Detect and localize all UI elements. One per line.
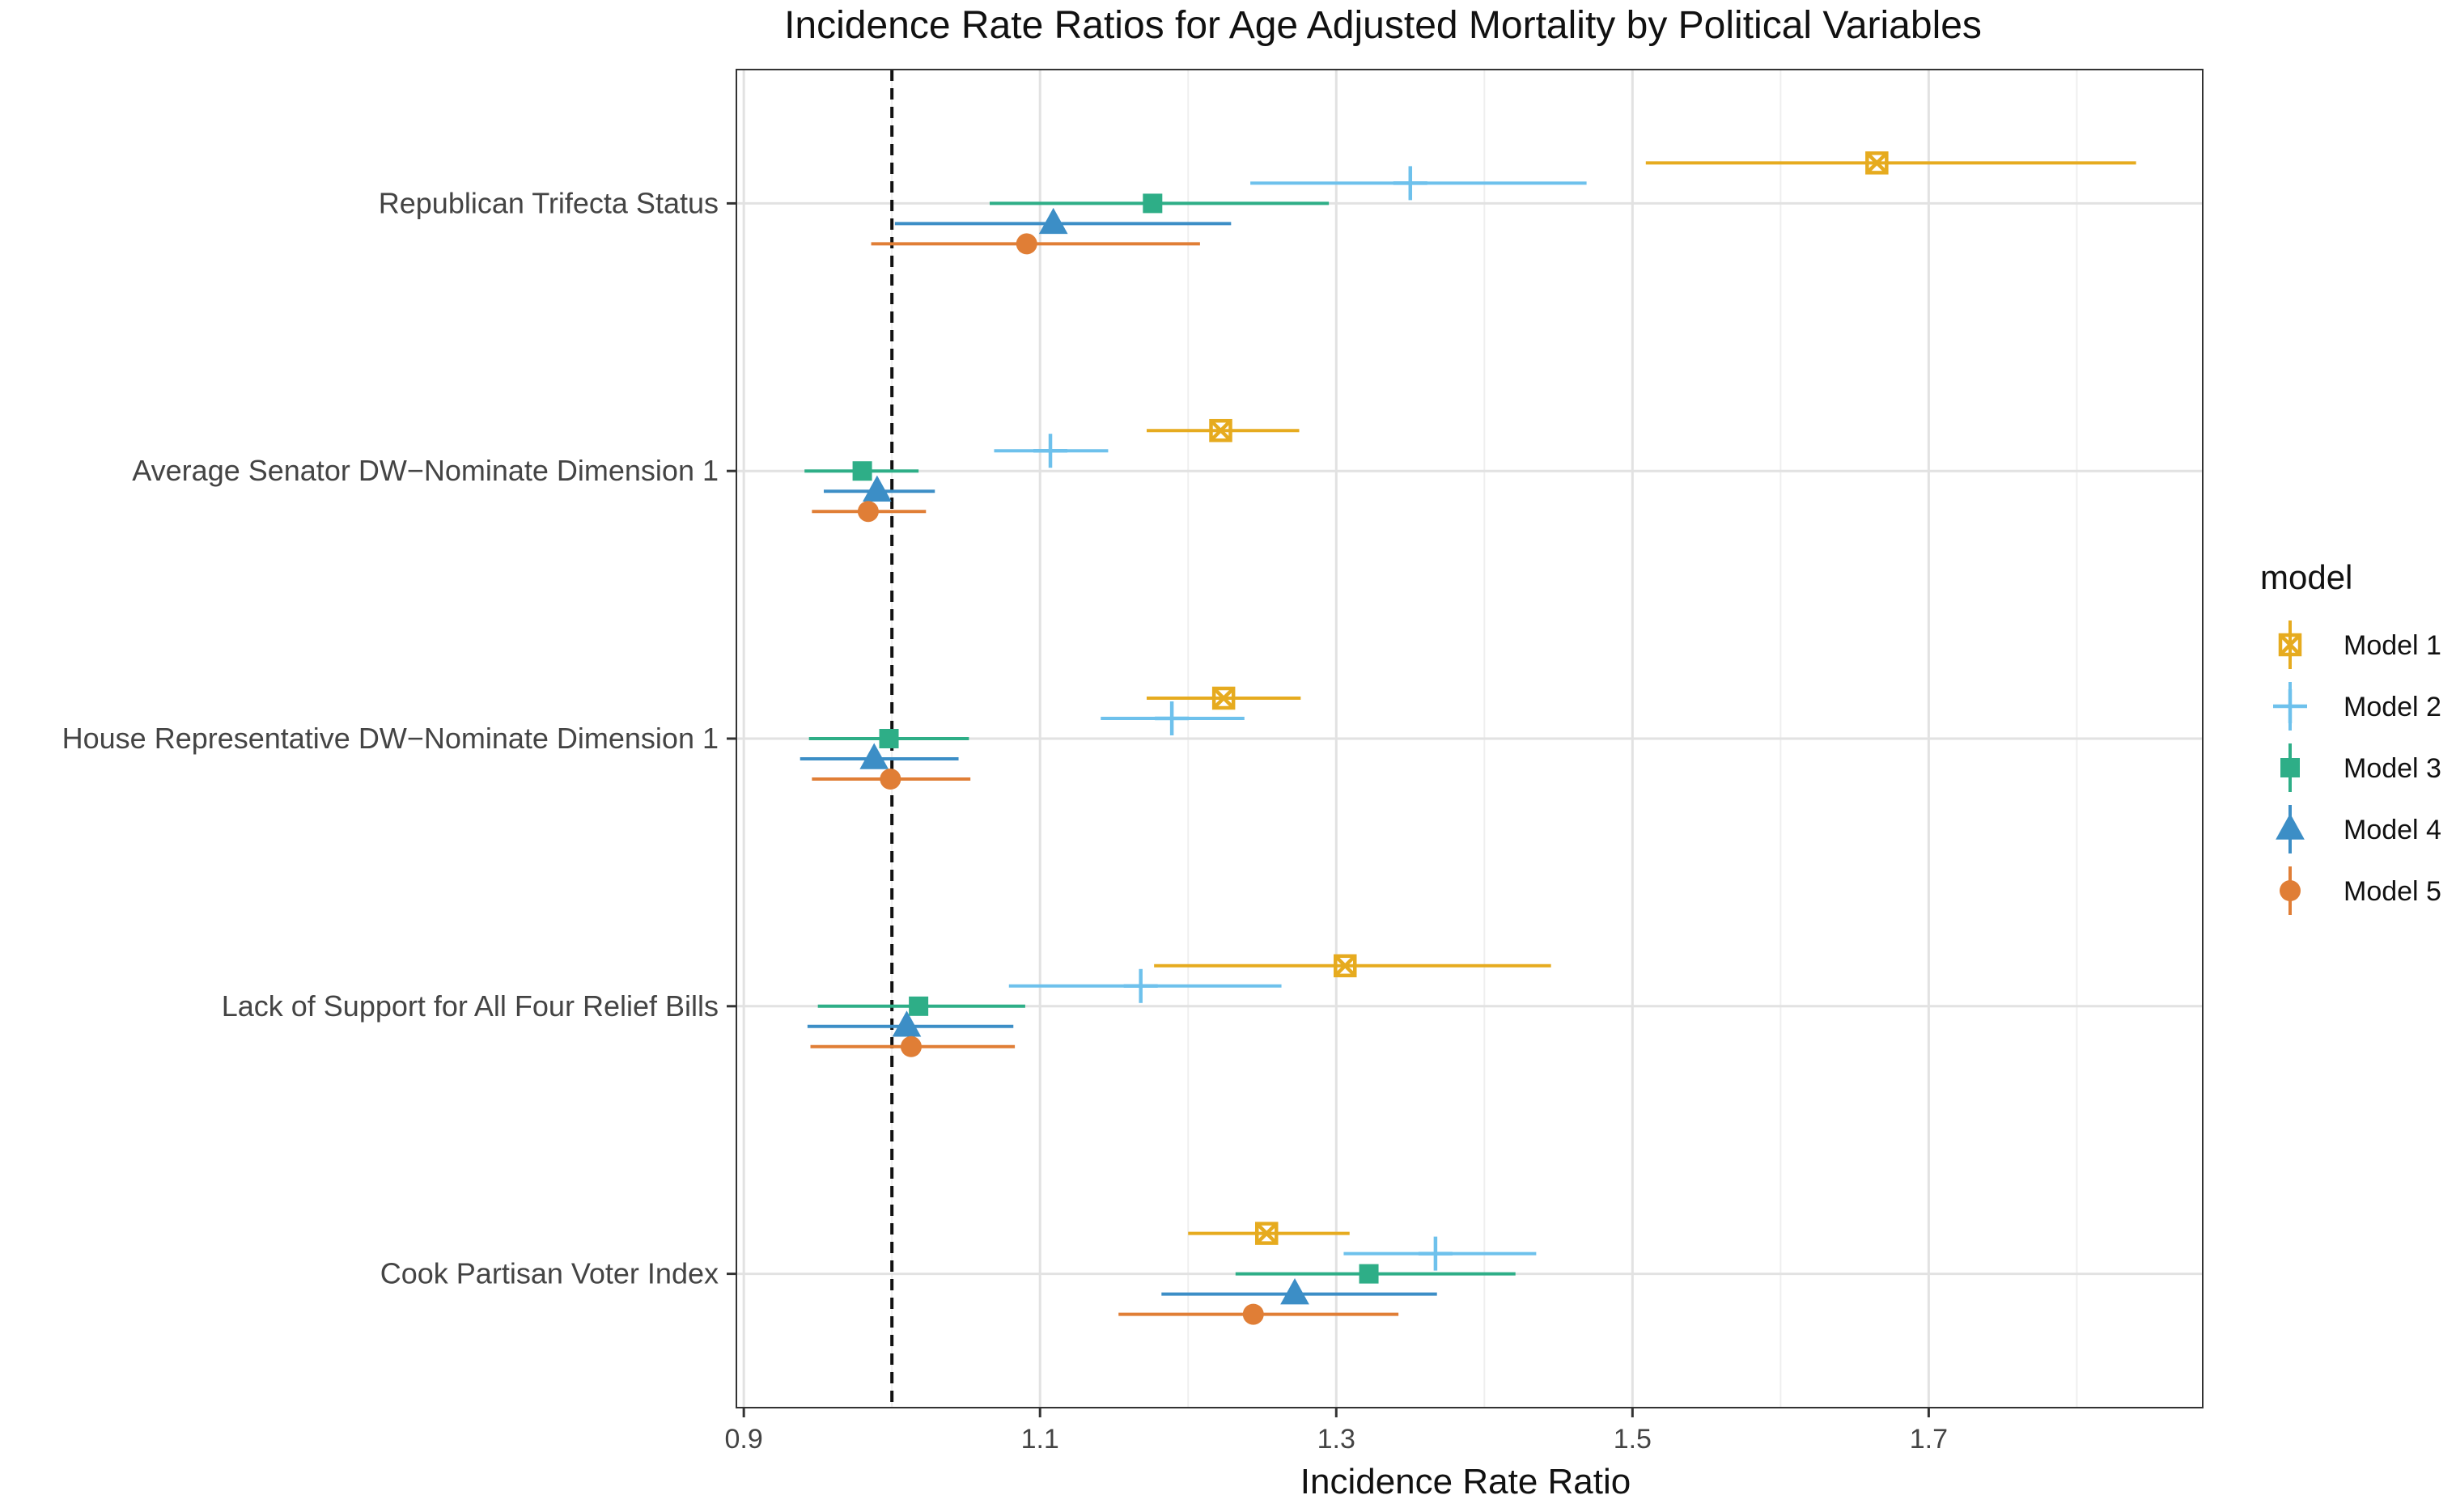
legend: model Model 1 Model 2 Model 3 Model 4 Model … <box>2260 558 2441 915</box>
marker-square <box>1254 1222 1279 1245</box>
point-estimate <box>1143 193 1163 214</box>
x-tick-label: 1.1 <box>1021 1424 1059 1455</box>
x-tick-label: 1.3 <box>1317 1424 1355 1455</box>
series-model-3 <box>804 193 1516 1284</box>
point-estimate <box>1334 954 1357 978</box>
marker-filled-square <box>1359 1264 1379 1284</box>
marker-square <box>1334 954 1357 978</box>
chart-title: Incidence Rate Ratios for Age Adjusted M… <box>784 4 1982 47</box>
point-estimate <box>1038 207 1068 235</box>
legend-item: Model 2 <box>2273 682 2441 731</box>
legend-key-marker <box>2278 633 2302 657</box>
marker-triangle <box>859 743 889 769</box>
y-tick-label: Average Senator DW−Nominate Dimension 1 <box>132 454 719 487</box>
series-model-2 <box>994 166 1587 1271</box>
point-estimate <box>1242 1303 1264 1325</box>
point-estimate <box>1254 1222 1279 1245</box>
point-estimate <box>1280 1278 1309 1305</box>
marker-cross-b <box>1255 1222 1278 1245</box>
series-model-1 <box>1146 151 2136 1245</box>
data-marks <box>800 151 2136 1325</box>
legend-key-marker <box>2280 880 2301 901</box>
marker-square <box>2278 633 2302 657</box>
point-estimate <box>892 1010 922 1037</box>
point-estimate <box>880 769 901 790</box>
marker-cross-b <box>2279 633 2301 656</box>
legend-label: Model 1 <box>2344 630 2441 661</box>
legend-key-marker <box>2280 758 2300 777</box>
marker-cross-b <box>1212 687 1235 709</box>
legend-item: Model 3 <box>2280 743 2441 792</box>
legend-label: Model 3 <box>2344 753 2441 784</box>
marker-triangle <box>892 1010 922 1037</box>
x-axis-ticks: 0.9 1.1 1.3 1.5 1.7 <box>725 1408 1948 1455</box>
legend-item: Model 1 <box>2278 620 2441 669</box>
point-estimate <box>863 475 892 502</box>
marker-triangle <box>863 475 892 502</box>
point-estimate <box>1123 968 1158 1003</box>
point-estimate <box>1155 701 1190 735</box>
marker-circle <box>2280 880 2301 901</box>
point-estimate <box>900 1036 922 1057</box>
y-tick-label: House Representative DW−Nominate Dimensi… <box>62 722 719 755</box>
point-estimate <box>1393 166 1427 201</box>
marker-square <box>1211 686 1236 710</box>
point-estimate <box>909 996 929 1016</box>
legend-label: Model 2 <box>2344 692 2441 722</box>
grid-lines <box>736 70 2203 1408</box>
y-tick-label: Republican Trifecta Status <box>379 186 719 219</box>
legend-item: Model 5 <box>2280 866 2441 915</box>
series-model-4 <box>800 207 1437 1305</box>
point-estimate <box>1016 233 1037 255</box>
marker-filled-square <box>1143 193 1163 214</box>
marker-square <box>1209 418 1232 443</box>
point-estimate <box>1033 434 1068 468</box>
y-axis-ticks: Republican Trifecta Status Average Senato… <box>62 186 736 1290</box>
y-tick-label: Cook Partisan Voter Index <box>380 1257 719 1290</box>
point-estimate <box>879 729 899 748</box>
series-model-5 <box>810 233 1399 1325</box>
point-estimate <box>1418 1236 1453 1271</box>
legend-key-marker <box>2276 813 2305 840</box>
marker-filled-square <box>2280 758 2300 777</box>
point-estimate <box>859 743 889 769</box>
x-axis-label: Incidence Rate Ratio <box>1300 1462 1631 1501</box>
marker-filled-square <box>879 729 899 748</box>
point-estimate <box>1865 151 1889 175</box>
x-tick-label: 1.7 <box>1910 1424 1948 1455</box>
marker-triangle <box>1280 1278 1309 1305</box>
marker-circle <box>857 501 879 523</box>
marker-square <box>1865 151 1889 175</box>
point-estimate <box>1359 1264 1379 1284</box>
marker-triangle <box>2276 813 2305 840</box>
x-tick-label: 0.9 <box>725 1424 763 1455</box>
point-estimate <box>1209 418 1232 443</box>
point-estimate <box>852 461 872 481</box>
marker-cross-b <box>1865 151 1888 174</box>
marker-circle <box>880 769 901 790</box>
marker-circle <box>1242 1303 1264 1325</box>
legend-item: Model 4 <box>2276 805 2441 853</box>
marker-filled-square <box>909 996 929 1016</box>
marker-cross-b <box>1209 419 1232 442</box>
legend-title: model <box>2260 558 2352 596</box>
point-estimate <box>1211 686 1236 710</box>
y-tick-label: Lack of Support for All Four Relief Bill… <box>222 989 719 1023</box>
marker-cross-b <box>1334 955 1356 977</box>
marker-triangle <box>1038 207 1068 235</box>
legend-label: Model 5 <box>2344 876 2441 907</box>
marker-filled-square <box>852 461 872 481</box>
x-tick-label: 1.5 <box>1614 1424 1652 1455</box>
marker-circle <box>1016 233 1037 255</box>
point-estimate <box>857 501 879 523</box>
legend-key-marker <box>2273 689 2307 723</box>
marker-circle <box>900 1036 922 1057</box>
legend-label: Model 4 <box>2344 815 2441 845</box>
